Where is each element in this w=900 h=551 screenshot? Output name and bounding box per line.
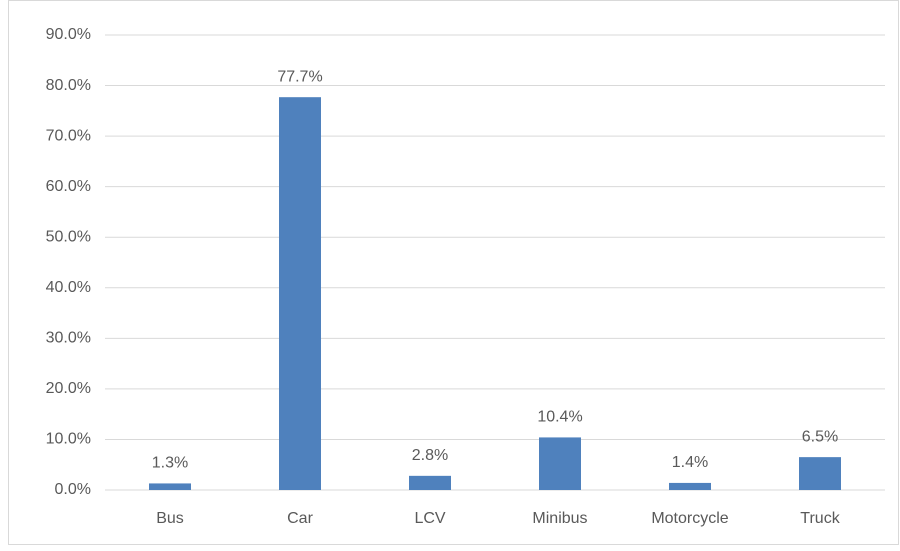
x-tick-label: LCV — [414, 510, 445, 527]
y-tick-label: 30.0% — [46, 330, 91, 347]
chart-border — [8, 0, 899, 545]
y-tick-label: 0.0% — [55, 481, 91, 498]
y-tick-label: 80.0% — [46, 77, 91, 94]
y-tick-label: 60.0% — [46, 178, 91, 195]
y-tick-label: 90.0% — [46, 26, 91, 43]
data-label: 1.3% — [152, 455, 188, 472]
y-tick-label: 20.0% — [46, 380, 91, 397]
data-label: 10.4% — [537, 409, 582, 426]
bar — [149, 483, 191, 490]
x-tick-label: Car — [287, 510, 313, 527]
x-tick-label: Bus — [156, 510, 184, 527]
data-label: 77.7% — [277, 68, 322, 85]
y-tick-label: 70.0% — [46, 127, 91, 144]
data-label: 1.4% — [672, 454, 708, 471]
x-tick-label: Motorcycle — [651, 510, 728, 527]
bar — [539, 437, 581, 490]
bar — [799, 457, 841, 490]
data-label: 6.5% — [802, 428, 838, 445]
x-tick-label: Minibus — [532, 510, 587, 527]
y-tick-label: 10.0% — [46, 431, 91, 448]
bar — [669, 482, 711, 490]
data-label: 2.8% — [412, 447, 448, 464]
bar — [409, 475, 451, 490]
y-tick-label: 50.0% — [46, 228, 91, 245]
x-tick-label: Truck — [800, 510, 840, 527]
y-tick-label: 40.0% — [46, 279, 91, 296]
bar — [279, 97, 321, 490]
